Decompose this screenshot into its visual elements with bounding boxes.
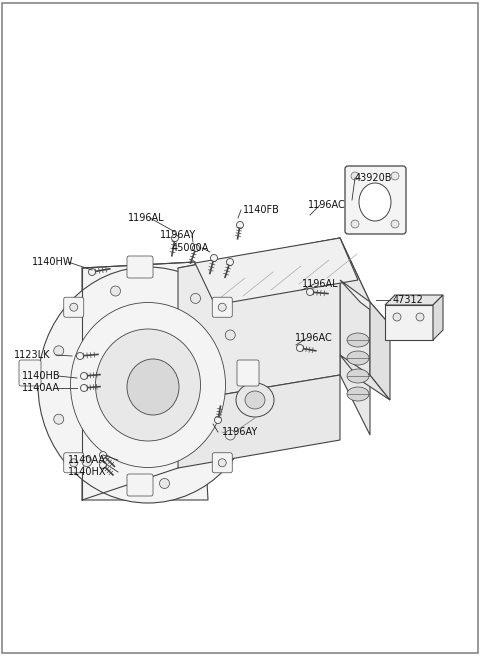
Ellipse shape xyxy=(347,369,369,383)
Polygon shape xyxy=(195,238,358,305)
FancyBboxPatch shape xyxy=(64,297,84,318)
Circle shape xyxy=(218,459,226,467)
Ellipse shape xyxy=(38,267,258,503)
Polygon shape xyxy=(370,302,390,400)
Circle shape xyxy=(70,459,78,467)
Text: 1140HX: 1140HX xyxy=(68,467,107,477)
Polygon shape xyxy=(340,238,370,435)
Circle shape xyxy=(391,220,399,228)
FancyBboxPatch shape xyxy=(212,453,232,473)
Circle shape xyxy=(171,234,179,241)
Ellipse shape xyxy=(96,329,201,441)
Circle shape xyxy=(81,373,87,380)
Ellipse shape xyxy=(347,387,369,401)
Text: 1140AA: 1140AA xyxy=(22,383,60,393)
Circle shape xyxy=(225,430,235,440)
Polygon shape xyxy=(385,305,433,340)
FancyBboxPatch shape xyxy=(127,256,153,278)
Text: 1123LK: 1123LK xyxy=(14,350,50,360)
Circle shape xyxy=(297,344,303,352)
Polygon shape xyxy=(178,238,370,330)
Circle shape xyxy=(227,258,233,266)
Circle shape xyxy=(76,352,84,359)
Circle shape xyxy=(351,220,359,228)
Circle shape xyxy=(82,457,92,466)
Ellipse shape xyxy=(359,183,391,221)
Ellipse shape xyxy=(245,391,265,409)
Polygon shape xyxy=(340,280,390,325)
Text: 1196AL: 1196AL xyxy=(302,279,338,289)
Circle shape xyxy=(218,303,226,311)
Ellipse shape xyxy=(236,383,274,417)
Text: 1196AY: 1196AY xyxy=(160,230,196,240)
Text: 1140HW: 1140HW xyxy=(32,257,73,267)
FancyBboxPatch shape xyxy=(127,474,153,496)
FancyBboxPatch shape xyxy=(345,166,406,234)
Text: 1196AL: 1196AL xyxy=(128,213,165,223)
Circle shape xyxy=(225,330,235,340)
FancyBboxPatch shape xyxy=(237,360,259,386)
Circle shape xyxy=(393,313,401,321)
Circle shape xyxy=(192,245,200,251)
Circle shape xyxy=(99,462,107,468)
Circle shape xyxy=(99,451,107,459)
Polygon shape xyxy=(82,262,208,500)
Circle shape xyxy=(70,303,78,311)
Polygon shape xyxy=(340,355,390,400)
FancyBboxPatch shape xyxy=(19,360,41,386)
Circle shape xyxy=(191,293,201,303)
Text: 1196AC: 1196AC xyxy=(295,333,333,343)
Circle shape xyxy=(159,478,169,489)
Circle shape xyxy=(391,172,399,180)
Text: 47312: 47312 xyxy=(393,295,424,305)
Ellipse shape xyxy=(127,359,179,415)
Circle shape xyxy=(307,289,313,295)
Text: 1140AA: 1140AA xyxy=(68,455,106,465)
Circle shape xyxy=(110,286,120,296)
Text: 43920B: 43920B xyxy=(355,173,393,183)
Circle shape xyxy=(416,313,424,321)
Text: 1140FB: 1140FB xyxy=(243,205,280,215)
Text: 1196AC: 1196AC xyxy=(308,200,346,210)
Circle shape xyxy=(54,346,64,356)
Ellipse shape xyxy=(347,351,369,365)
Text: 1140HB: 1140HB xyxy=(22,371,60,381)
Ellipse shape xyxy=(71,302,226,468)
Circle shape xyxy=(351,172,359,180)
Text: 45000A: 45000A xyxy=(172,243,209,253)
Polygon shape xyxy=(433,295,443,340)
Circle shape xyxy=(237,222,243,228)
FancyBboxPatch shape xyxy=(64,453,84,473)
Circle shape xyxy=(81,384,87,392)
Polygon shape xyxy=(385,295,443,305)
FancyBboxPatch shape xyxy=(212,297,232,318)
Circle shape xyxy=(54,414,64,424)
Polygon shape xyxy=(178,238,340,402)
Polygon shape xyxy=(178,375,340,468)
Ellipse shape xyxy=(347,333,369,347)
Circle shape xyxy=(211,255,217,262)
Circle shape xyxy=(88,268,96,276)
Circle shape xyxy=(215,417,221,424)
Text: 1196AY: 1196AY xyxy=(222,427,258,437)
